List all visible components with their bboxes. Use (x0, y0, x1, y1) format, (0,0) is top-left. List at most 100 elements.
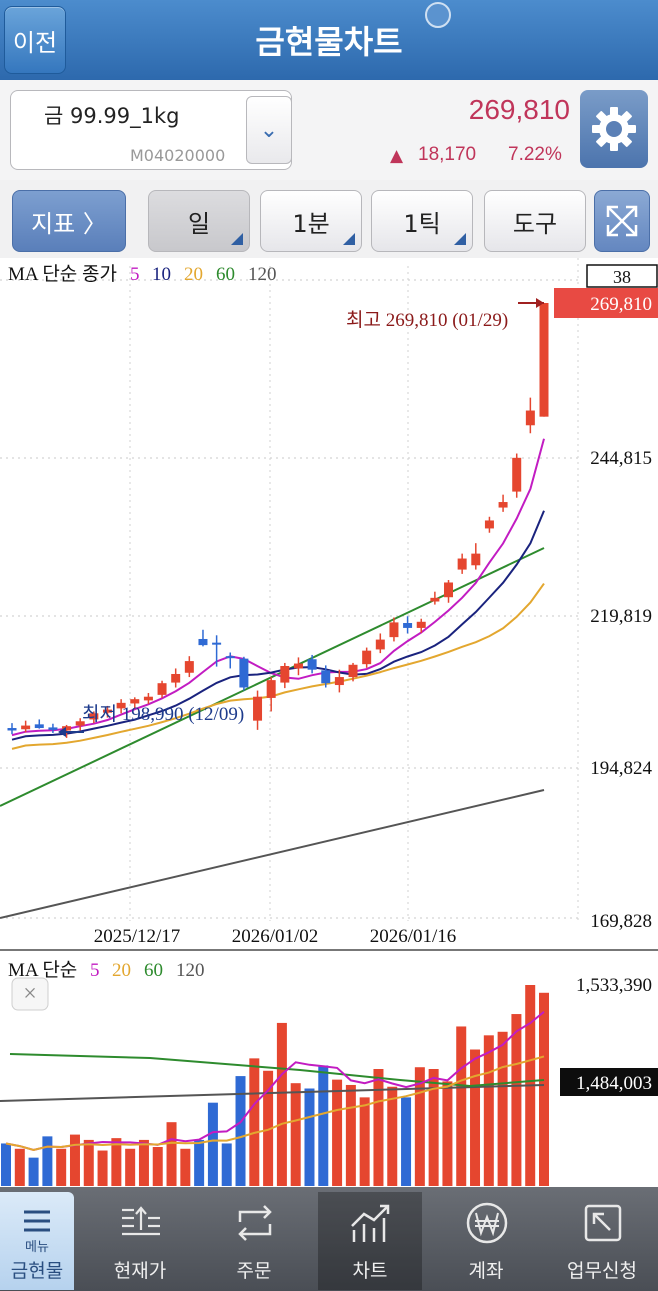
price-x-tick: 2026/01/02 (232, 926, 319, 947)
dropdown-corner-icon (454, 233, 466, 245)
chevron-down-icon[interactable]: ⌄ (246, 96, 292, 164)
expand-icon (606, 205, 638, 237)
price-ma-legend-item: 20 (184, 264, 203, 285)
price-y-axis: 244,815 219,819 194,824 169,828 (590, 448, 652, 932)
candle-body (225, 656, 235, 659)
period-minute-button[interactable]: 1분 (260, 190, 362, 252)
candle-body (498, 502, 508, 508)
volume-bar (263, 1070, 274, 1186)
volume-bar (414, 1067, 425, 1186)
up-triangle-icon: ▲ (390, 146, 404, 166)
back-button[interactable]: 이전 (4, 6, 66, 74)
candle-body (375, 639, 385, 650)
refresh-badge-icon[interactable] (425, 2, 451, 28)
volume-bar (111, 1138, 122, 1186)
current-price-icon (122, 1206, 160, 1236)
volume-bar (373, 1069, 384, 1186)
candle-body (75, 721, 85, 726)
dropdown-corner-icon (343, 233, 355, 245)
volume-bar (318, 1065, 329, 1186)
candle-body (334, 677, 344, 686)
volume-bar (497, 1031, 508, 1186)
candle-body (239, 658, 249, 688)
volume-ma-line (9, 1053, 545, 1088)
candle-body (321, 670, 331, 684)
candle-body (198, 638, 208, 646)
volume-bar (428, 1069, 439, 1186)
volume-bar (539, 992, 549, 1186)
nav-account[interactable]: 계좌 (434, 1192, 538, 1290)
volume-close-button[interactable] (11, 977, 49, 1011)
period-day-button[interactable]: 일 (148, 190, 250, 252)
nav-label-chart: 차트 (352, 1260, 388, 1282)
volume-bar (401, 1097, 412, 1186)
nav-order[interactable]: 주문 (202, 1192, 306, 1290)
period-day-label: 일 (187, 209, 211, 238)
candle-body (362, 650, 372, 665)
price-grid (0, 258, 579, 921)
indicator-button[interactable]: 지표 〉 (12, 190, 126, 252)
volume-bar (56, 1148, 67, 1186)
visible-count-box (586, 264, 658, 288)
volume-bar (483, 1035, 494, 1186)
price-x-tick: 2025/12/17 (94, 926, 181, 947)
candle-body (116, 702, 126, 709)
volume-bar (180, 1148, 191, 1186)
nav-current-price[interactable]: 현재가 (88, 1192, 192, 1290)
tools-button[interactable]: 도구 (484, 190, 586, 252)
volume-ma-line (5, 1055, 545, 1152)
product-selector[interactable] (10, 90, 292, 170)
candle-body (7, 728, 17, 731)
nav-service-request[interactable]: 업무신청 (550, 1192, 654, 1290)
period-tick-button[interactable]: 1틱 (371, 190, 473, 252)
candle-body (143, 696, 153, 701)
gear-icon (592, 107, 636, 151)
nav-menu-small-label: 메뉴 (25, 1240, 49, 1255)
volume-bar (249, 1058, 260, 1186)
volume-bar (221, 1143, 232, 1186)
ma-line (11, 583, 545, 750)
last-price-tag: 269,810 (590, 294, 652, 315)
volume-bar (290, 1083, 301, 1186)
volume-bar (194, 1139, 205, 1186)
volume-ma-legend-item: 5 (90, 960, 100, 981)
volume-ma-lines (0, 1011, 545, 1152)
candle-body (62, 726, 72, 731)
price-ma-legend-item: 120 (248, 264, 277, 285)
volume-bar (1, 1143, 11, 1186)
nav-menu-button[interactable]: 메뉴 금현물 (0, 1192, 74, 1290)
volume-ma-line (5, 1011, 545, 1152)
bottom-nav (0, 1187, 658, 1291)
candle-body (416, 621, 426, 628)
price-y-tick: 169,828 (590, 911, 652, 932)
nav-chart[interactable]: 차트 (318, 1192, 422, 1290)
price-y-tick: 194,824 (590, 758, 652, 779)
volume-bar (28, 1157, 39, 1186)
candle-body (484, 520, 494, 529)
candle-body (539, 303, 549, 417)
price-legend-prefix: MA 단순 종가 (8, 263, 117, 285)
candle-body (253, 696, 263, 721)
chart-icon (351, 1204, 390, 1242)
page-title: 금현물차트 (255, 23, 403, 61)
volume-ma-legend-item: 60 (144, 960, 163, 981)
expand-button[interactable] (594, 190, 650, 252)
order-swap-icon (238, 1205, 272, 1241)
settings-button[interactable] (580, 90, 648, 168)
candle-body (307, 659, 317, 670)
volume-bar (442, 1081, 453, 1186)
candlestick-series (7, 303, 549, 738)
close-icon: × (23, 981, 37, 1007)
chart-area[interactable]: MA 단순 종가 5 10 20 60 120 38 269,810 244,815 21… (0, 258, 658, 1187)
volume-bar (332, 1079, 343, 1186)
volume-bar (359, 1097, 370, 1186)
low-marker-arrow (58, 727, 84, 737)
ma-line (0, 789, 545, 919)
candle-body (389, 622, 399, 638)
volume-bar (207, 1102, 218, 1186)
candle-body (130, 699, 140, 704)
candle-body (266, 680, 276, 698)
volume-bar (14, 1148, 25, 1186)
volume-bar (387, 1086, 398, 1186)
nav-label-gold: 금현물 (10, 1260, 64, 1282)
